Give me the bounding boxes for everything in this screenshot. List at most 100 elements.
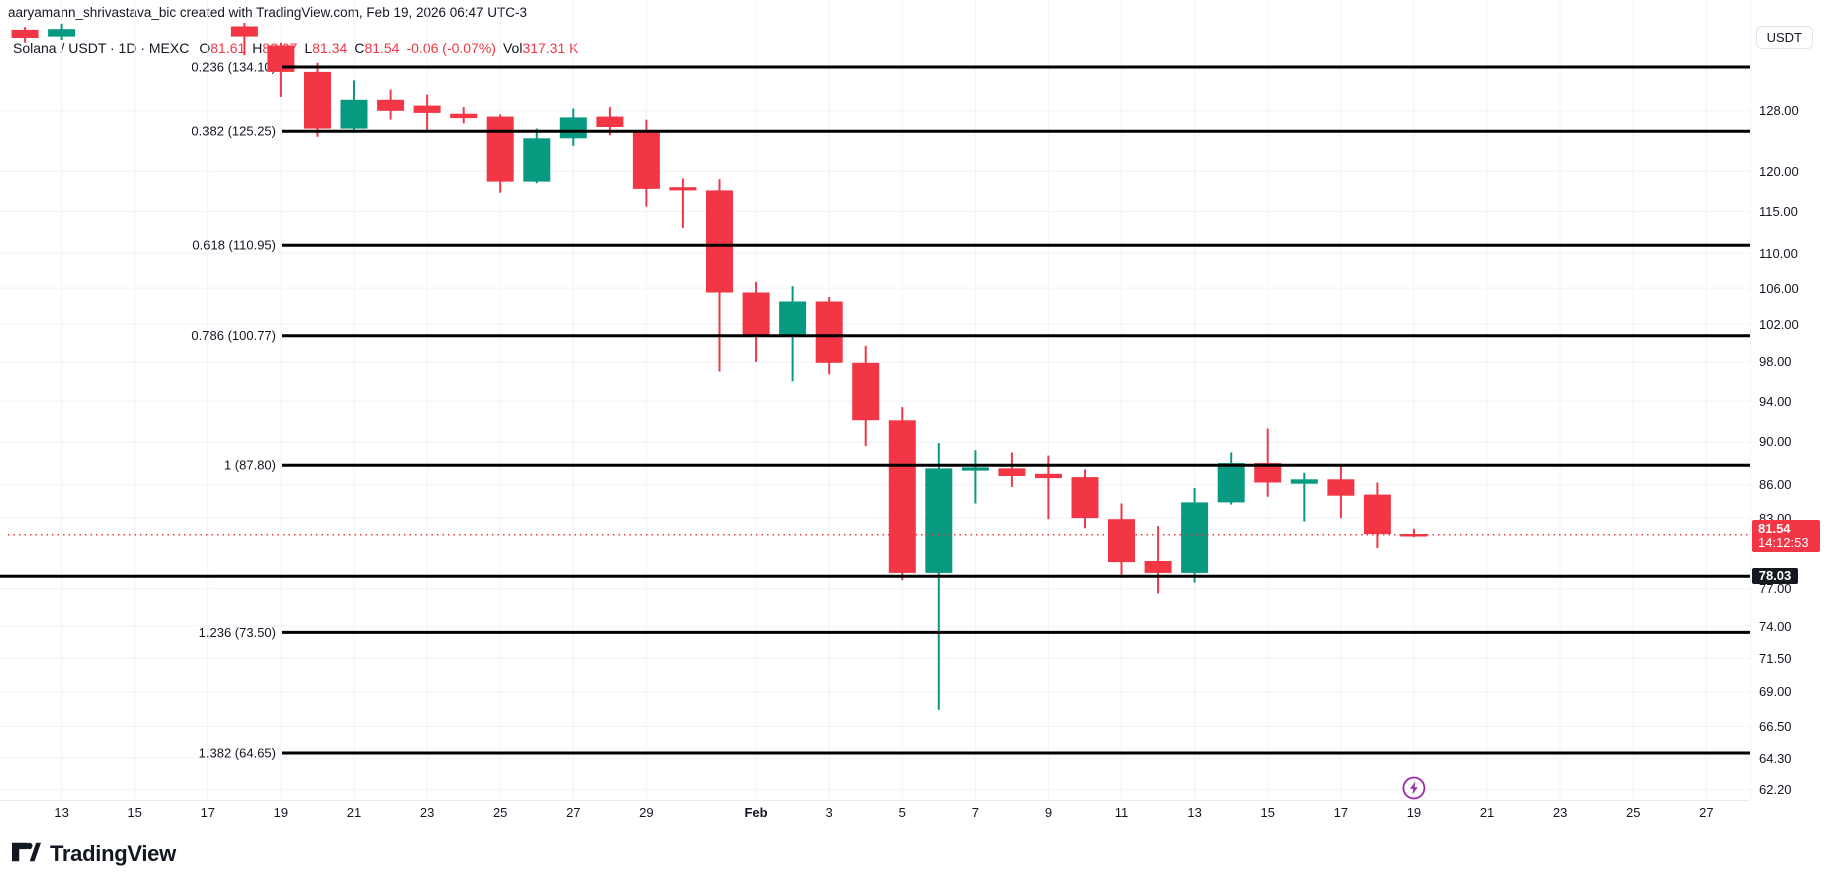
time-axis-label: 27 <box>1699 805 1714 820</box>
time-axis-label: 17 <box>1333 805 1349 820</box>
bar-countdown: 14:12:53 <box>1758 534 1809 550</box>
candle-Jan-26[interactable] <box>523 128 551 184</box>
candle-Feb-5[interactable] <box>888 407 916 581</box>
price-axis-label: 62.20 <box>1759 781 1792 797</box>
time-axis-label: 23 <box>419 805 435 820</box>
time-axis-label: 19 <box>1406 805 1422 820</box>
price-axis-label: 128.00 <box>1759 103 1799 119</box>
time-axis-label: 7 <box>971 805 979 820</box>
candle-Feb-13[interactable] <box>1181 488 1209 583</box>
price-axis[interactable]: 81.54 14:12:53 78.03 128.00 120.00 115.00 1… <box>1750 0 1825 800</box>
candle-Feb-15[interactable] <box>1254 428 1282 497</box>
price-axis-label: 86.00 <box>1759 477 1792 493</box>
price-axis-label: 64.30 <box>1759 750 1792 766</box>
symbol-legend[interactable]: Solana / USDT · 1D · MEXCO81.61H82.07L81… <box>13 40 586 56</box>
candle-Feb-18[interactable] <box>1363 482 1391 549</box>
currency-toggle-button[interactable]: USDT <box>1755 26 1813 49</box>
time-axis-label: 13 <box>54 805 69 820</box>
price-axis-label: 90.00 <box>1759 434 1792 450</box>
candlestick-chart[interactable]: 0.236 (134.10) 0.382 (125.25) 0.618 (110.9… <box>0 0 1750 800</box>
time-axis-label: 25 <box>492 805 508 820</box>
time-axis-label: 11 <box>1114 805 1129 820</box>
candle-Jan-13[interactable] <box>48 23 76 40</box>
time-axis-label: 27 <box>566 805 581 820</box>
legend-L: L81.34 <box>304 40 348 56</box>
fib-label: 1 (87.80) <box>224 458 276 473</box>
price-axis-label: 94.00 <box>1759 393 1792 409</box>
candle-Feb-16[interactable] <box>1290 472 1318 522</box>
candle-Jan-24[interactable] <box>450 107 478 124</box>
time-axis-label: 29 <box>639 805 654 820</box>
time-axis-label: 19 <box>273 805 289 820</box>
attribution-text: aaryamann_shrivastava_bic created with T… <box>8 5 528 20</box>
price-axis-label: 98.00 <box>1759 354 1792 370</box>
time-axis-label: 15 <box>127 805 142 820</box>
candle-Jan-25[interactable] <box>486 114 514 193</box>
time-axis[interactable]: 13 15 17 19 21 23 25 27 29 Feb 3 5 7 9 11 13 15 17 19 21 23 2… <box>0 800 1750 885</box>
candle-Feb-10[interactable] <box>1071 469 1099 529</box>
fib-label: 1.382 (64.65) <box>199 746 276 761</box>
candle-Feb-17[interactable] <box>1327 465 1355 519</box>
time-axis-label: 21 <box>346 805 362 820</box>
candle-Feb-12[interactable] <box>1144 526 1172 594</box>
time-axis-label: Feb <box>744 805 768 820</box>
candle-Jan-19[interactable] <box>267 42 295 97</box>
price-axis-label: 77.00 <box>1759 581 1792 597</box>
legend-C: C81.54 <box>354 40 400 56</box>
candle-Jan-29[interactable] <box>632 119 660 207</box>
price-axis-label: 74.00 <box>1759 618 1792 634</box>
candle-Jan-18[interactable] <box>230 23 258 56</box>
price-axis-label: 110.00 <box>1759 245 1798 261</box>
time-axis-label: 17 <box>200 805 216 820</box>
time-axis-label: 3 <box>825 805 833 820</box>
symbol-title[interactable]: Solana / USDT · 1D · MEXC <box>13 40 190 56</box>
candle-Feb-19[interactable] <box>1400 528 1428 538</box>
candle-Feb-14[interactable] <box>1217 452 1245 505</box>
candle-Jan-30[interactable] <box>669 178 697 229</box>
price-axis-label: 69.00 <box>1759 684 1792 700</box>
price-axis-label: 106.00 <box>1759 280 1799 296</box>
legend-O: O81.61 <box>199 40 246 56</box>
price-axis-label: 120.00 <box>1759 163 1799 179</box>
legend-change: -0.06 (-0.07%) <box>406 40 496 56</box>
event-lightning-icon[interactable] <box>1402 776 1426 800</box>
time-axis-label: 25 <box>1626 805 1641 820</box>
time-axis-label: 9 <box>1044 805 1053 820</box>
legend-vol-value: 317.31 K <box>522 40 579 56</box>
time-axis-label: 5 <box>898 805 906 820</box>
fib-label: 1.236 (73.50) <box>199 625 276 640</box>
time-axis-label: 23 <box>1552 805 1568 820</box>
time-axis-label: 21 <box>1479 805 1495 820</box>
candle-Feb-2[interactable] <box>779 286 807 382</box>
candle-Jan-23[interactable] <box>413 94 441 131</box>
candle-Jan-20[interactable] <box>304 62 331 137</box>
fib-label: 0.236 (134.10) <box>191 60 276 75</box>
current-price-badge: 81.54 14:12:53 <box>1752 519 1820 552</box>
candle-Jan-22[interactable] <box>377 89 405 120</box>
price-axis-label: 115.00 <box>1759 203 1798 219</box>
fib-label: 0.382 (125.25) <box>191 124 276 139</box>
legend-vol-label: Vol <box>502 40 523 56</box>
candle-Jan-31[interactable] <box>706 179 733 372</box>
candle-Feb-7[interactable] <box>961 450 989 504</box>
candle-Feb-8[interactable] <box>998 452 1026 487</box>
fib-label: 0.618 (110.95) <box>192 238 276 253</box>
candle-Feb-11[interactable] <box>1108 503 1135 578</box>
tradingview-logo-text: TradingView <box>50 841 176 866</box>
candle-Jan-27[interactable] <box>559 108 587 146</box>
tradingview-logo[interactable]: TradingView <box>12 841 176 867</box>
fib-label: 0.786 (100.77) <box>191 328 276 343</box>
time-axis-label: 15 <box>1260 805 1275 820</box>
candle-Jan-12[interactable] <box>11 27 39 43</box>
time-axis-label: 13 <box>1187 805 1202 820</box>
hline-price-badge: 78.03 <box>1752 567 1798 584</box>
candle-Feb-1[interactable] <box>742 281 770 362</box>
current-price-value: 81.54 <box>1758 520 1791 536</box>
tradingview-logo-icon <box>12 842 41 862</box>
candle-Feb-3[interactable] <box>815 297 843 375</box>
price-axis-label: 102.00 <box>1759 316 1799 332</box>
candle-Jan-21[interactable] <box>340 80 368 131</box>
candle-Feb-4[interactable] <box>852 345 880 447</box>
